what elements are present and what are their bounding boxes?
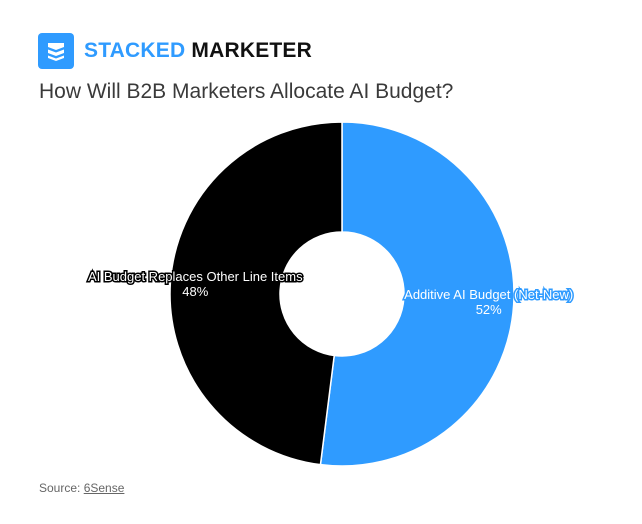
slice-label-0: Additive AI Budget (Net-New) [404, 287, 573, 302]
slice-value-0: 52% [476, 302, 502, 317]
source-prefix: Source: [39, 481, 84, 495]
stacked-layers-icon [48, 43, 64, 61]
chart-slices [169, 121, 515, 467]
brand: STACKED MARKETER [38, 33, 312, 69]
source-line: Source: 6Sense [39, 481, 124, 495]
chart-title: How Will B2B Marketers Allocate AI Budge… [39, 80, 454, 103]
slice-1 [169, 121, 343, 466]
source-link[interactable]: 6Sense [83, 481, 125, 495]
chart-labels: Additive AI Budget (Net-New)52% AI Budget… [86, 267, 574, 318]
slice-value-1: 48% [182, 284, 208, 299]
brand-name: STACKED MARKETER [84, 39, 312, 63]
slice-0 [319, 121, 515, 467]
slice-label-1: AI Budget Replaces Other Line Items [88, 269, 303, 284]
brand-name-part1: STACKED [84, 39, 186, 62]
brand-logo [38, 33, 74, 69]
brand-name-part2: MARKETER [191, 39, 313, 62]
